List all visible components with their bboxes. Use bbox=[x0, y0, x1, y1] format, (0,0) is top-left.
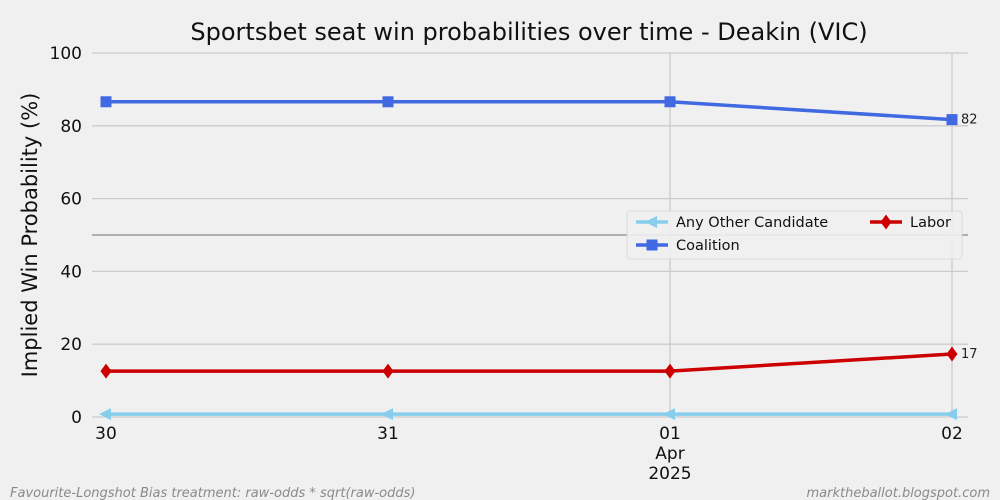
series-layer: 82 17 bbox=[99, 96, 978, 421]
legend: Any Other Candidate Labor Coalition bbox=[626, 210, 963, 260]
series-labor: 17 bbox=[100, 346, 978, 379]
x-tick-sublabel-Apr: Apr bbox=[655, 444, 684, 464]
point-any-other-candidate-3 bbox=[945, 408, 957, 421]
point-any-other-candidate-0 bbox=[99, 408, 111, 421]
footer-right: marktheballot.blogspot.com bbox=[806, 486, 990, 500]
y-axis-ticks: 0 20 40 60 80 100 bbox=[50, 44, 82, 428]
footer-left: Favourite-Longshot Bias treatment: raw-o… bbox=[10, 486, 415, 500]
point-coalition-0 bbox=[100, 96, 112, 108]
point-labor-1 bbox=[382, 363, 394, 379]
end-label-labor: 17 bbox=[961, 347, 978, 362]
legend-marker-labor bbox=[880, 214, 892, 230]
series-line-labor bbox=[106, 352, 953, 373]
y-axis-label: Implied Win Probability (%) bbox=[18, 93, 42, 378]
grid bbox=[92, 52, 968, 418]
point-labor-3 bbox=[946, 346, 958, 362]
end-label-coalition: 82 bbox=[961, 113, 978, 128]
y-tick-label-80: 80 bbox=[60, 117, 82, 137]
y-tick-label-40: 40 bbox=[60, 262, 82, 282]
point-coalition-3 bbox=[946, 114, 958, 126]
legend-marker-any-other-candidate bbox=[645, 216, 657, 228]
series-any-other-candidate bbox=[99, 408, 957, 421]
chart-title: Sportsbet seat win probabilities over ti… bbox=[190, 18, 867, 46]
x-tick-sublabel-2025: 2025 bbox=[648, 464, 691, 484]
point-coalition-1 bbox=[382, 96, 394, 108]
series-coalition: 82 bbox=[100, 96, 978, 128]
legend-label-any-other-candidate: Any Other Candidate bbox=[676, 215, 828, 231]
legend-item-coalition: Coalition bbox=[636, 238, 740, 254]
x-tick-label-02: 02 bbox=[941, 424, 963, 444]
y-tick-label-0: 0 bbox=[71, 408, 82, 428]
legend-label-labor: Labor bbox=[910, 215, 951, 231]
y-tick-label-20: 20 bbox=[60, 335, 82, 355]
point-labor-0 bbox=[100, 363, 112, 379]
x-tick-label-31: 31 bbox=[377, 424, 399, 444]
x-tick-label-01: 01 bbox=[659, 424, 681, 444]
legend-item-any-other-candidate: Any Other Candidate bbox=[636, 215, 828, 231]
y-tick-label-60: 60 bbox=[60, 190, 82, 210]
point-coalition-2 bbox=[664, 96, 676, 108]
series-line-coalition bbox=[106, 100, 953, 122]
point-any-other-candidate-2 bbox=[663, 408, 675, 421]
point-any-other-candidate-1 bbox=[381, 408, 393, 421]
y-tick-label-100: 100 bbox=[50, 44, 82, 64]
legend-item-labor: Labor bbox=[870, 214, 951, 231]
legend-label-coalition: Coalition bbox=[676, 238, 740, 254]
x-tick-label-30: 30 bbox=[95, 424, 117, 444]
legend-marker-coalition bbox=[646, 239, 658, 251]
point-labor-2 bbox=[664, 363, 676, 379]
